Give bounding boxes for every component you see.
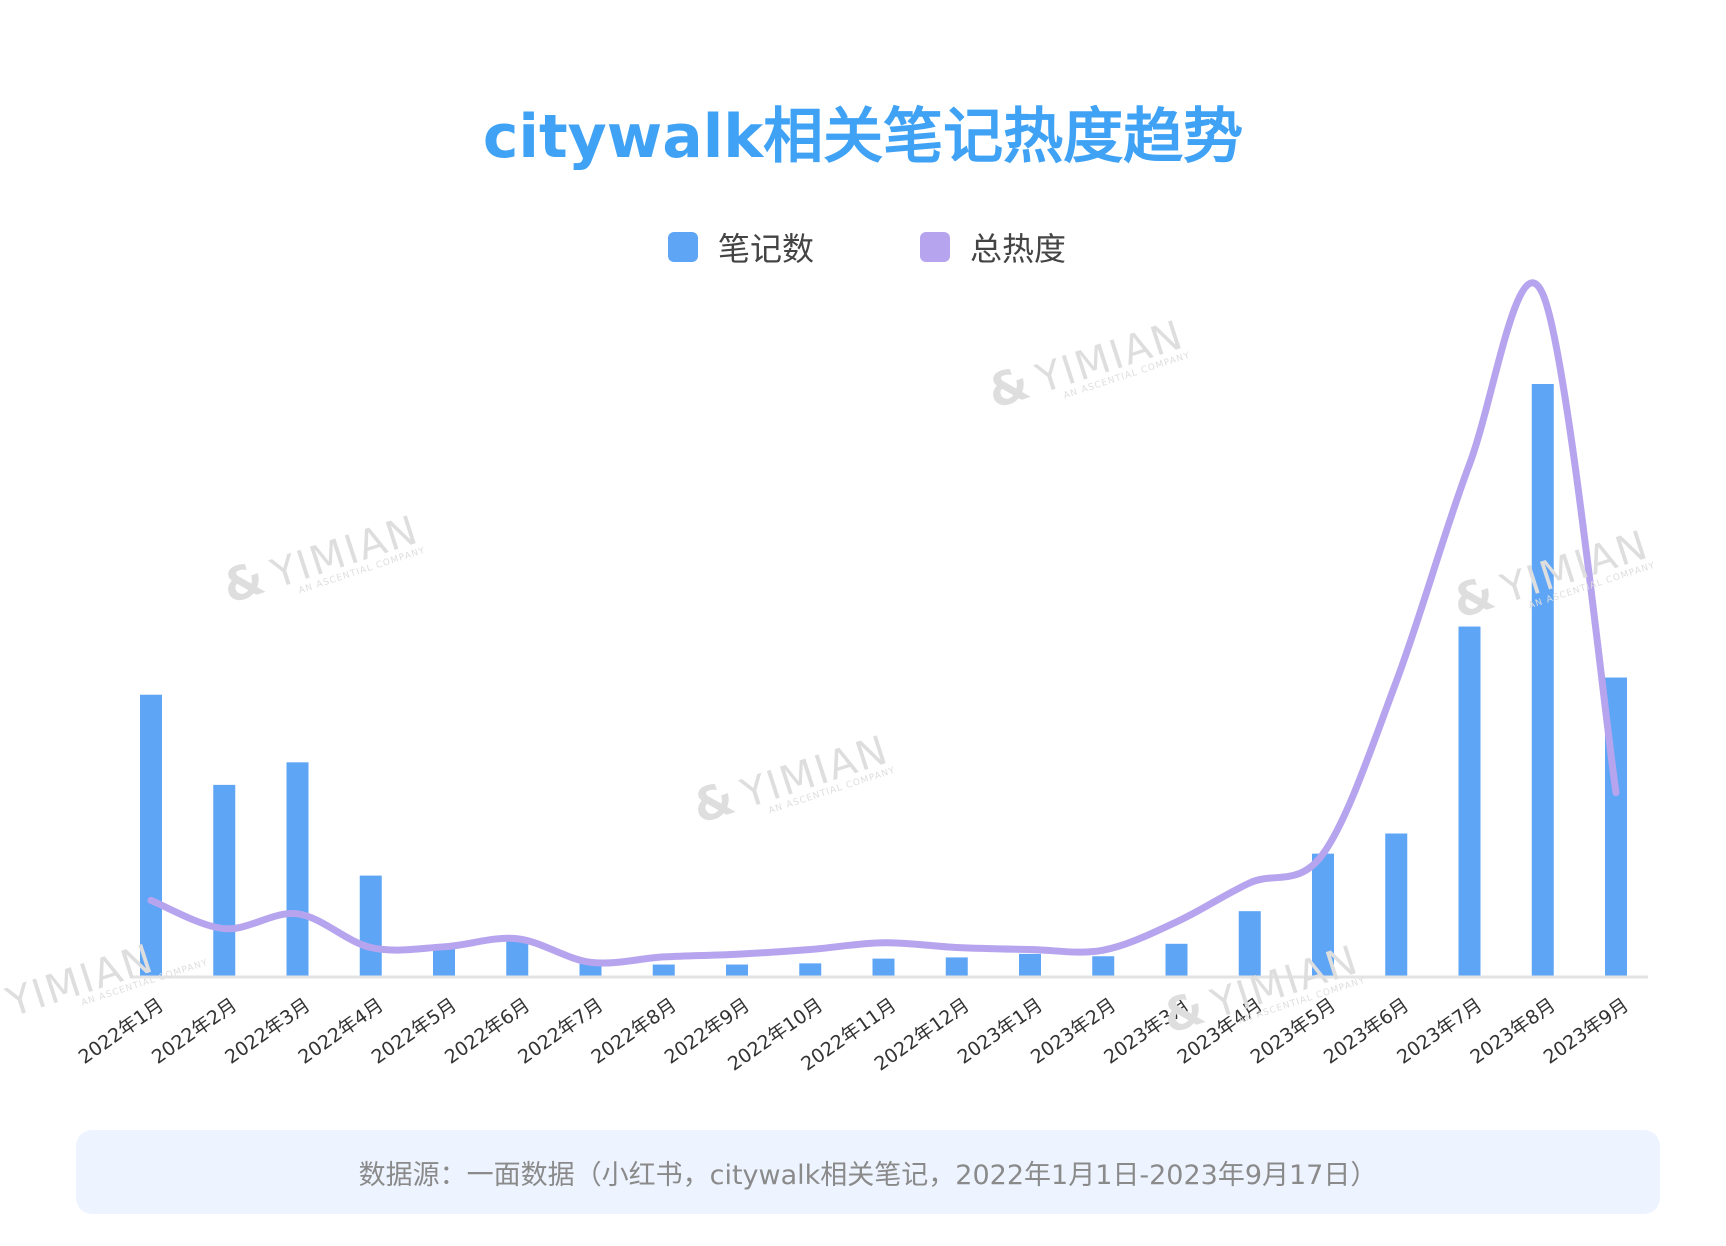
bar-notes	[213, 784, 236, 977]
bar-notes	[1092, 956, 1115, 977]
data-source-note: 数据源：一面数据（小红书，citywalk相关笔记，2022年1月1日-2023…	[76, 1130, 1660, 1214]
bar-notes	[1458, 626, 1481, 977]
legend-swatch-notes	[668, 232, 698, 262]
bar-notes	[1238, 911, 1261, 977]
x-axis-tick-labels: 2022年1月2022年2月2022年3月2022年4月2022年5月2022年…	[75, 994, 1633, 1075]
bar-notes	[433, 946, 455, 977]
bar-notes	[726, 964, 748, 977]
legend-label-notes: 笔记数	[718, 230, 815, 268]
chart-title: citywalk相关笔记热度趋势	[482, 102, 1244, 172]
bar-notes	[359, 875, 382, 977]
bar-notes	[140, 694, 162, 977]
legend-item-heat[interactable]: 总热度	[920, 222, 1066, 272]
line-series-heat	[147, 279, 1620, 967]
bar-notes	[286, 762, 309, 977]
bar-notes	[1531, 384, 1554, 977]
bar-notes	[945, 957, 968, 977]
legend: 笔记数 总热度	[0, 222, 1726, 272]
bar-notes	[652, 964, 675, 977]
legend-swatch-heat	[920, 232, 950, 262]
bar-notes	[1165, 943, 1188, 977]
bar-notes	[1385, 833, 1408, 977]
legend-label-heat: 总热度	[970, 230, 1067, 268]
bar-notes	[799, 963, 822, 977]
legend-item-notes[interactable]: 笔记数	[668, 222, 814, 272]
bar-notes	[872, 958, 895, 977]
bar-notes	[1019, 953, 1041, 977]
bar-notes	[1312, 853, 1334, 977]
bar-notes	[506, 938, 529, 977]
bar-series-notes	[140, 384, 1627, 977]
